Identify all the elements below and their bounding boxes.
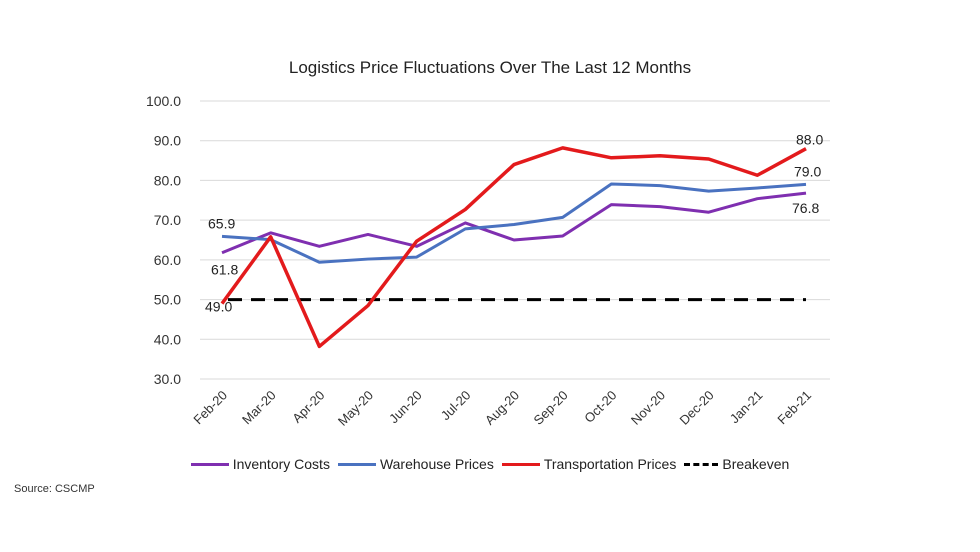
y-tick-label: 90.0 [154,133,181,149]
series-line-inventory-costs [221,191,807,255]
x-tick-label: May-20 [335,388,376,429]
y-tick-label: 80.0 [154,172,181,188]
y-tick-label: 60.0 [154,252,181,268]
legend-item-transportation-prices: Transportation Prices [501,456,677,472]
data-label: 61.8 [211,262,238,278]
legend-label: Warehouse Prices [379,456,494,472]
series-line-warehouse-prices [221,182,807,264]
x-tick-label: Jun-20 [386,388,425,427]
y-tick-label: 100.0 [146,93,181,109]
legend-item-breakeven: Breakeven [684,456,789,472]
series-warehouse-prices [221,182,807,264]
x-tick-label: Jan-21 [727,388,766,427]
legend-swatch [501,462,540,466]
y-axis: 30.0 40.0 50.0 60.0 70.0 80.0 90.0 100.0 [146,93,181,387]
legend-item-inventory-costs: Inventory Costs [190,456,330,472]
x-tick-label: Sep-20 [531,388,571,428]
x-tick-label: Nov-20 [628,388,668,428]
legend: Inventory Costs Warehouse Prices Transport… [0,456,980,472]
y-tick-label: 50.0 [154,292,181,308]
y-tick-label: 70.0 [154,212,181,228]
data-label: 79.0 [794,163,821,179]
legend-swatch [190,462,229,466]
x-tick-label: Feb-20 [190,388,230,428]
data-label: 76.8 [792,200,819,216]
source-note: Source: CSCMP [14,483,95,495]
legend-swatch [337,462,376,466]
data-labels: 65.9 61.8 49.0 88.0 79.0 76.8 [205,132,823,315]
chart-title: Logistics Price Fluctuations Over The La… [288,58,692,77]
series-lines [220,146,807,349]
data-label: 88.0 [796,132,823,148]
series-line-transportation-prices [220,146,807,349]
y-tick-label: 40.0 [154,331,181,347]
x-tick-label: Mar-20 [239,388,279,428]
legend-item-warehouse-prices: Warehouse Prices [337,456,494,472]
x-tick-label: Feb-21 [774,388,814,428]
y-tick-label: 30.0 [154,371,181,387]
series-inventory-costs [221,191,807,255]
data-label: 65.9 [208,215,235,231]
legend-label: Breakeven [722,456,790,472]
legend-label: Inventory Costs [232,456,330,472]
x-tick-label: Aug-20 [482,388,522,428]
x-tick-label: Apr-20 [289,388,327,426]
legend-swatch [684,462,719,466]
data-label: 49.0 [205,299,232,315]
x-axis: Feb-20 Mar-20 Apr-20 May-20 Jun-20 Jul-20 Aug-… [190,388,814,429]
series-transportation-prices [220,146,807,349]
x-tick-label: Dec-20 [677,388,717,428]
legend-label: Transportation Prices [543,456,677,472]
x-tick-label: Oct-20 [581,388,619,426]
x-tick-label: Jul-20 [438,388,474,424]
